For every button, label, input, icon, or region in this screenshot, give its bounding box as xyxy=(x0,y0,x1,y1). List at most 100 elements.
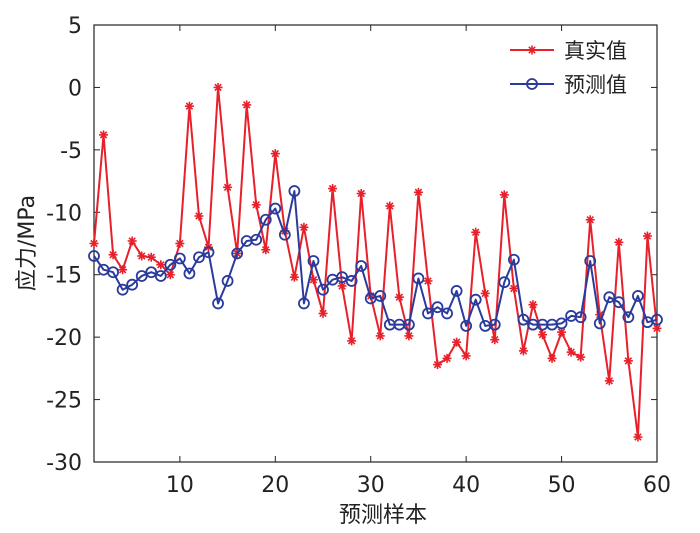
data-point-circle xyxy=(259,213,272,226)
data-point-circle xyxy=(603,291,616,304)
y-axis: 5 0 -5 -10 -15 -20 -25 -30 xyxy=(46,14,657,476)
data-point-circle xyxy=(231,247,244,260)
data-point-asterisk xyxy=(108,250,118,260)
series-layer xyxy=(88,82,663,442)
data-point-asterisk xyxy=(576,352,586,362)
y-tick-label: -10 xyxy=(46,201,82,226)
data-point-asterisk xyxy=(433,360,443,370)
y-tick-label: -5 xyxy=(60,139,82,164)
data-point-circle xyxy=(269,202,282,215)
data-point-circle xyxy=(154,270,167,282)
data-point-asterisk xyxy=(251,200,261,210)
y-tick-label: -15 xyxy=(46,264,82,289)
data-point-circle xyxy=(593,317,606,330)
data-point-asterisk xyxy=(194,211,204,221)
x-axis-title: 预测样本 xyxy=(339,503,427,528)
data-point-asterisk xyxy=(404,331,414,341)
data-point-asterisk xyxy=(137,251,147,261)
legend-marker xyxy=(526,78,538,90)
data-point-asterisk xyxy=(356,189,366,199)
x-tick-label: 20 xyxy=(261,473,289,498)
data-point-circle xyxy=(374,290,387,302)
data-point-circle xyxy=(107,266,119,279)
data-point-asterisk xyxy=(394,292,404,302)
data-point-circle xyxy=(88,250,100,262)
x-tick-label: 30 xyxy=(357,473,385,498)
data-point-circle xyxy=(126,278,139,291)
x-tick-label: 60 xyxy=(643,473,671,498)
data-point-circle xyxy=(632,290,644,302)
data-point-circle xyxy=(288,185,301,197)
data-point-asterisk xyxy=(537,330,547,340)
data-point-asterisk xyxy=(527,45,537,55)
data-point-asterisk xyxy=(509,283,519,293)
data-point-circle xyxy=(317,283,329,296)
x-tick-label: 10 xyxy=(166,473,194,498)
data-point-circle xyxy=(555,317,568,330)
data-point-asterisk xyxy=(452,337,462,347)
data-point-asterisk xyxy=(585,215,595,225)
data-point-circle xyxy=(584,255,597,267)
data-point-circle xyxy=(517,313,530,326)
data-point-circle xyxy=(441,307,453,320)
data-point-asterisk xyxy=(347,336,357,346)
data-point-asterisk xyxy=(223,182,233,192)
data-point-asterisk xyxy=(99,130,109,140)
legend-label: 预测值 xyxy=(564,73,627,97)
data-point-asterisk xyxy=(461,351,471,361)
data-point-asterisk xyxy=(213,82,223,92)
data-point-asterisk xyxy=(242,100,252,110)
data-point-circle xyxy=(488,318,501,331)
data-point-asterisk xyxy=(604,376,614,386)
plot-area xyxy=(93,24,658,463)
y-tick-label: -20 xyxy=(46,326,82,351)
data-point-circle xyxy=(202,246,215,259)
data-point-asterisk xyxy=(261,245,271,255)
data-point-asterisk xyxy=(423,276,433,286)
data-point-asterisk xyxy=(289,272,299,282)
x-axis: 10 20 30 40 50 60 xyxy=(166,25,671,498)
data-point-circle xyxy=(622,311,635,324)
data-point-asterisk xyxy=(566,347,576,357)
data-point-circle xyxy=(183,267,196,280)
data-point-circle xyxy=(164,258,177,271)
series-predicted xyxy=(88,185,663,332)
data-point-circle xyxy=(278,228,291,241)
legend-label: 真实值 xyxy=(564,39,627,63)
x-tick-label: 40 xyxy=(452,473,480,498)
series-actual xyxy=(89,82,662,442)
data-point-circle xyxy=(422,307,434,320)
data-point-asterisk xyxy=(442,353,452,363)
data-point-asterisk xyxy=(518,346,528,356)
y-axis-title: 应力/MPa xyxy=(15,195,40,291)
data-point-circle xyxy=(498,276,511,289)
data-point-circle xyxy=(574,311,587,324)
data-point-circle xyxy=(460,320,473,332)
data-point-asterisk xyxy=(328,184,338,194)
data-point-asterisk xyxy=(480,288,490,298)
data-point-asterisk xyxy=(184,101,194,111)
data-point-circle xyxy=(298,297,310,310)
data-point-circle xyxy=(193,251,205,264)
data-point-asterisk xyxy=(614,237,624,247)
data-point-asterisk xyxy=(528,300,538,310)
data-point-asterisk xyxy=(642,231,652,241)
data-point-circle xyxy=(250,233,263,246)
data-point-circle xyxy=(345,275,358,287)
data-point-asterisk xyxy=(385,201,395,211)
legend-item: 真实值 xyxy=(510,39,627,63)
data-point-asterisk xyxy=(299,222,309,232)
data-point-asterisk xyxy=(146,252,156,262)
data-point-circle xyxy=(221,275,234,287)
data-point-circle xyxy=(212,297,224,310)
data-point-circle xyxy=(469,293,482,306)
data-point-asterisk xyxy=(270,149,280,159)
data-point-asterisk xyxy=(156,260,166,270)
y-tick-label: 5 xyxy=(68,14,82,39)
data-point-asterisk xyxy=(127,236,137,246)
data-point-asterisk xyxy=(633,432,643,442)
data-point-asterisk xyxy=(165,270,175,280)
data-point-asterisk xyxy=(547,353,557,363)
